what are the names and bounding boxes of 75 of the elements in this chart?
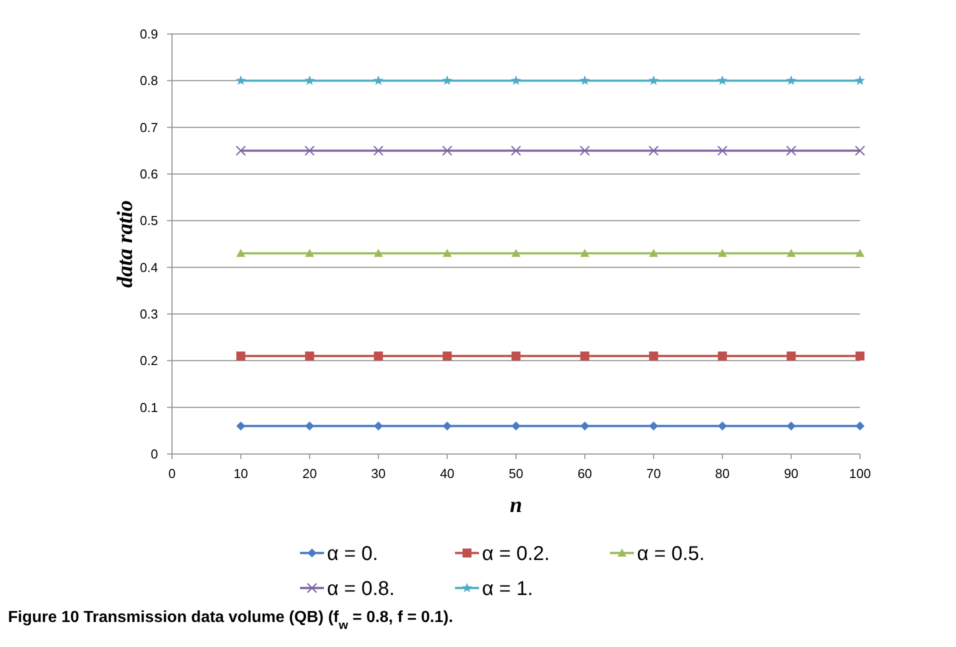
x-tick-label: 50 [508,466,524,481]
point [580,352,590,360]
point [374,352,383,360]
point [373,75,384,85]
x-tick-label: 40 [440,466,454,481]
point [510,75,522,85]
point [649,248,658,257]
point [512,248,520,257]
x-tick-label: 10 [234,466,248,481]
point [305,248,314,257]
point [854,75,866,85]
point [786,352,796,360]
point [856,422,864,430]
x-tick-label: 60 [578,466,592,481]
point [512,352,520,360]
legend-label: α = 0.8. [327,578,395,600]
point [236,146,246,156]
point [442,146,452,156]
point [648,75,659,85]
point [648,146,659,156]
point [717,75,728,85]
point [236,422,246,430]
point [442,75,452,85]
y-tick-label: 0.1 [140,400,158,415]
point [236,75,246,85]
y-axis-title: data ratio [112,200,137,288]
legend-label: α = 1. [482,578,534,600]
point [442,352,452,360]
legend-label: α = 0.5. [637,543,705,565]
x-tick-label: 20 [302,466,317,481]
point [304,75,315,85]
point [442,248,452,257]
point [786,75,796,85]
y-tick-label: 0.6 [140,166,158,182]
x-axis-title: n [510,492,522,517]
x-tick-label: 80 [715,466,730,481]
x-tick-label: 30 [371,466,386,481]
point [580,146,590,156]
y-tick-label: 0.4 [140,260,158,275]
y-tick-label: 0 [150,446,158,462]
point [786,248,796,257]
caption: Figure 10 Transmission data volume (QB) (f$_{w}$ = 0.8, f = 0.1). [8,609,454,632]
x-tick-label: 0 [168,466,176,481]
y-tick-label: 0.3 [140,306,158,322]
point [510,146,522,156]
point [580,75,590,85]
point [580,422,590,430]
point [786,146,796,156]
point [649,352,658,360]
y-tick-label: 0.7 [140,120,158,135]
y-tick-label: 0.9 [140,26,158,42]
x-tick-label: 90 [784,466,798,481]
point [856,248,864,257]
point [442,422,452,430]
legend-label: α = 0.2. [482,543,550,565]
point [304,146,315,156]
point [718,352,727,360]
point [856,352,864,360]
x-tick-label: 100 [849,466,871,481]
x-tick-label: 70 [646,466,661,481]
y-tick-label: 0.2 [140,353,158,368]
point [718,248,727,257]
point [373,146,384,156]
point [717,146,728,156]
y-tick-label: 0.5 [140,213,158,228]
point [580,248,590,257]
point [854,146,866,156]
point [236,352,246,360]
point [305,352,314,360]
point [236,248,246,257]
point [512,422,520,430]
y-tick-label: 0.8 [140,73,158,88]
point [374,248,383,257]
legend-label: α = 0. [327,543,378,565]
point [786,422,796,430]
